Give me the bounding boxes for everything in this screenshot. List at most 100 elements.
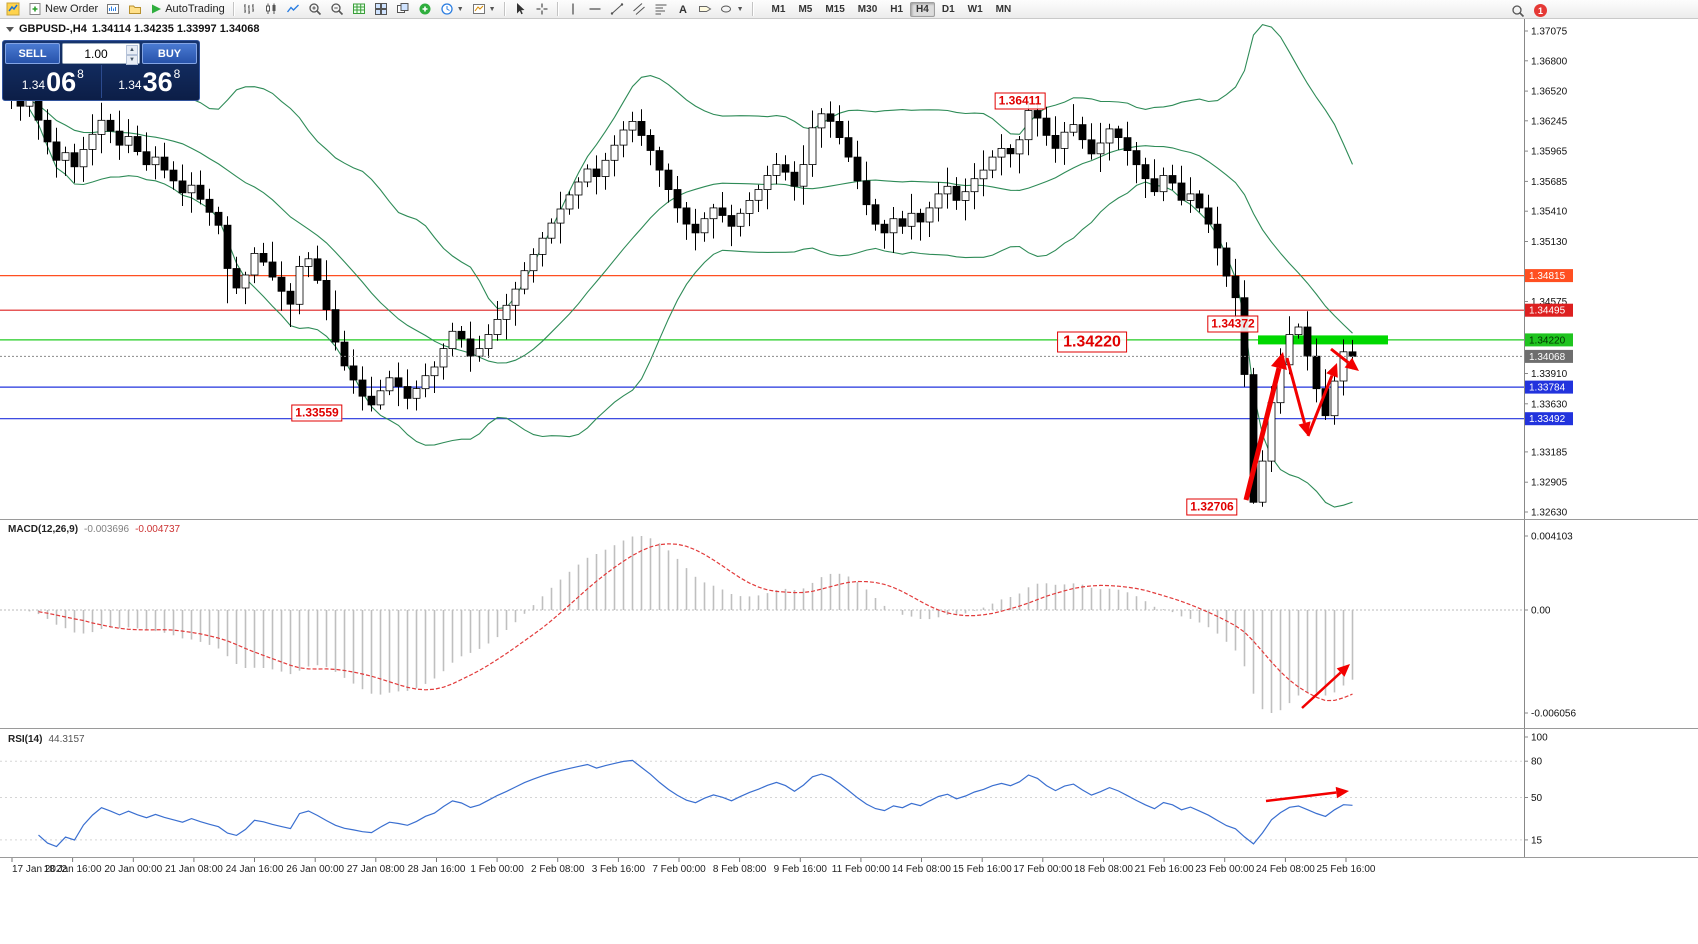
svg-text:1.34220: 1.34220 — [1529, 335, 1566, 346]
chart-annotation-label[interactable]: 1.34220 — [1057, 331, 1127, 353]
svg-text:1.35965: 1.35965 — [1531, 147, 1568, 158]
fibonacci-button[interactable] — [651, 1, 671, 18]
clock-icon — [441, 3, 453, 15]
svg-text:23 Feb 00:00: 23 Feb 00:00 — [1195, 864, 1254, 875]
grid-button[interactable] — [349, 1, 369, 18]
panel-separators[interactable] — [0, 519, 1698, 858]
cascade-windows-button[interactable] — [393, 1, 413, 18]
chart-annotation-label[interactable]: 1.34372 — [1207, 315, 1259, 333]
svg-text:24 Jan 16:00: 24 Jan 16:00 — [226, 864, 284, 875]
vertical-line-icon — [571, 3, 574, 15]
buy-price[interactable]: 1.34 36 8 — [102, 65, 198, 98]
timeframe-mn[interactable]: MN — [995, 3, 1012, 15]
line-chart-button[interactable] — [283, 1, 303, 18]
text-label-button[interactable] — [695, 1, 715, 18]
bollinger-bands — [29, 23, 1354, 508]
collapse-triangle-icon[interactable] — [6, 26, 14, 32]
svg-text:1.33784: 1.33784 — [1529, 383, 1566, 394]
svg-text:-0.006056: -0.006056 — [1531, 709, 1576, 720]
macd-axis[interactable]: 0.004103 0.00 -0.006056 — [1524, 532, 1576, 720]
zoom-in-button[interactable] — [305, 1, 325, 18]
svg-text:24 Feb 08:00: 24 Feb 08:00 — [1256, 864, 1315, 875]
app-logo-icon — [6, 2, 20, 16]
text-tool-button[interactable]: A — [673, 1, 693, 18]
svg-text:25 Feb 16:00: 25 Feb 16:00 — [1317, 864, 1376, 875]
timeframe-m15[interactable]: M15 — [825, 3, 845, 15]
indicators-plus-icon — [419, 3, 431, 15]
timeframe-m5[interactable]: M5 — [798, 3, 813, 15]
autotrading-button[interactable]: AutoTrading — [147, 1, 228, 18]
channel-icon — [632, 3, 645, 15]
search-icon — [1512, 4, 1525, 17]
search-button[interactable] — [1508, 2, 1528, 19]
svg-text:100: 100 — [1531, 733, 1548, 744]
horizontal-level-lines[interactable] — [0, 275, 1524, 420]
svg-text:2 Feb 08:00: 2 Feb 08:00 — [531, 864, 585, 875]
new-order-button[interactable]: New Order — [25, 1, 101, 18]
candlestick-chart-button[interactable] — [261, 1, 281, 18]
svg-text:1.34815: 1.34815 — [1529, 271, 1566, 282]
volume-up-button[interactable]: ▲ — [126, 45, 138, 55]
timeframe-h1[interactable]: H1 — [890, 3, 904, 15]
timeframe-d1[interactable]: D1 — [941, 3, 955, 15]
zoom-out-button[interactable] — [327, 1, 347, 18]
shapes-button[interactable]: ▼ — [717, 1, 747, 18]
timeframe-m1[interactable]: M1 — [771, 3, 786, 15]
annotation-arrows[interactable] — [1243, 347, 1359, 803]
sell-button[interactable]: SELL — [5, 43, 60, 64]
profiles-folder-icon — [129, 5, 142, 14]
text-label-icon — [698, 6, 712, 12]
svg-text:26 Jan 00:00: 26 Jan 00:00 — [286, 864, 344, 875]
notification-badge[interactable]: 1 — [1534, 4, 1547, 17]
macd-signal-value: -0.004737 — [135, 524, 181, 535]
bar-chart-button[interactable] — [239, 1, 259, 18]
volume-down-button[interactable]: ▼ — [126, 55, 138, 65]
tile-windows-button[interactable] — [371, 1, 391, 18]
svg-text:1.35130: 1.35130 — [1531, 237, 1568, 248]
price-axis[interactable]: 1.37075 1.36800 1.36520 1.36245 1.35965 1.356… — [1524, 18, 1573, 857]
templates-button[interactable]: ▼ — [469, 1, 499, 18]
cursor-button[interactable] — [510, 1, 530, 18]
timeframe-w1[interactable]: W1 — [967, 3, 983, 15]
svg-text:18 Jan 16:00: 18 Jan 16:00 — [44, 864, 102, 875]
svg-text:1.33910: 1.33910 — [1531, 369, 1568, 380]
svg-text:1.34495: 1.34495 — [1529, 306, 1566, 317]
timeframe-h4[interactable]: H4 — [910, 1, 935, 17]
main-toolbar: New Order AutoTrading — [0, 0, 1698, 19]
zoom-in-icon — [309, 3, 321, 16]
profiles-button[interactable] — [125, 1, 145, 18]
svg-text:1.36520: 1.36520 — [1531, 87, 1568, 98]
channel-button[interactable] — [629, 1, 649, 18]
buy-button[interactable]: BUY — [142, 43, 197, 64]
zoom-out-icon — [331, 3, 343, 16]
indicators-button[interactable] — [415, 1, 435, 18]
text-tool-icon: A — [679, 4, 687, 16]
volume-input[interactable] — [63, 44, 139, 63]
svg-text:7 Feb 00:00: 7 Feb 00:00 — [652, 864, 706, 875]
support-zone-rectangle[interactable] — [1258, 335, 1388, 345]
timeframe-m30[interactable]: M30 — [857, 3, 878, 15]
chart-annotation-label[interactable]: 1.32706 — [1186, 498, 1238, 516]
rsi-axis[interactable]: 100 80 50 15 — [1524, 733, 1548, 847]
sell-price-main: 06 — [46, 67, 77, 97]
chart-annotation-label[interactable]: 1.33559 — [291, 404, 343, 422]
crosshair-button[interactable] — [532, 1, 552, 18]
svg-text:1.32905: 1.32905 — [1531, 478, 1568, 489]
svg-text:0.00: 0.00 — [1531, 606, 1551, 617]
trendline-button[interactable] — [607, 1, 627, 18]
toolbar-separator — [503, 2, 505, 16]
buy-price-prefix: 1.34 — [118, 78, 142, 92]
toolbar-separator — [556, 2, 558, 16]
horizontal-line-button[interactable] — [585, 1, 605, 18]
chart-annotation-label[interactable]: 1.36411 — [994, 92, 1046, 110]
chart-title: GBPUSD-,H4 1.34114 1.34235 1.33997 1.340… — [6, 23, 259, 35]
svg-text:17 Feb 00:00: 17 Feb 00:00 — [1013, 864, 1072, 875]
sell-price[interactable]: 1.34 06 8 — [5, 65, 102, 98]
chart-window-button[interactable] — [103, 1, 123, 18]
symbol-period-label: GBPUSD-,H4 — [19, 23, 87, 35]
vertical-line-button[interactable] — [563, 1, 583, 18]
periods-button[interactable]: ▼ — [437, 1, 467, 18]
